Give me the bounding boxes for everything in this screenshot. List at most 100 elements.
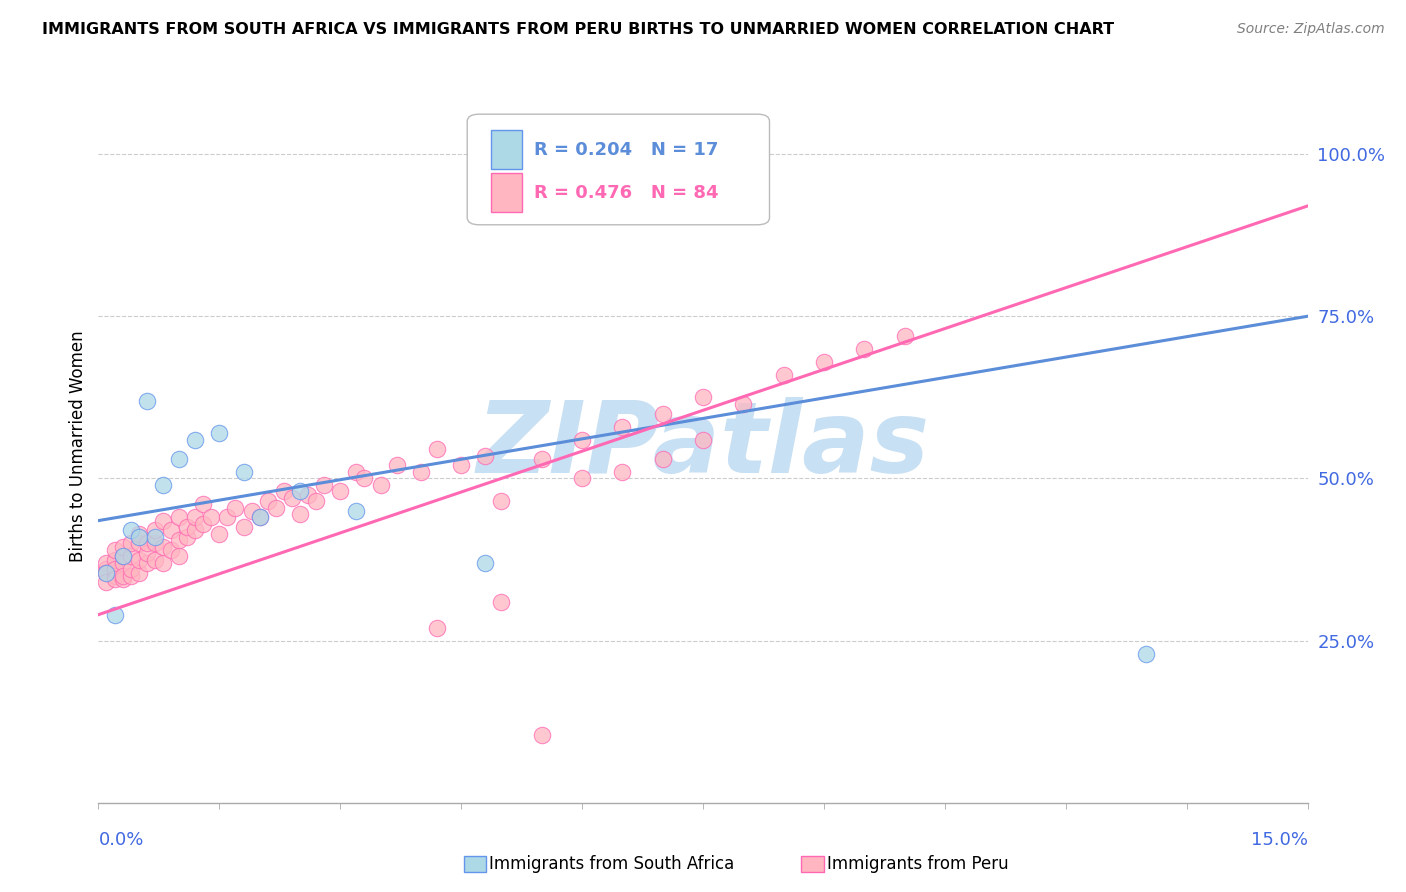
Point xyxy=(128,552,150,566)
Point xyxy=(176,520,198,534)
Point xyxy=(128,526,150,541)
Point xyxy=(288,484,311,499)
Point xyxy=(612,419,634,434)
Point xyxy=(167,510,190,524)
Point xyxy=(152,540,174,554)
Point xyxy=(128,530,150,544)
Point xyxy=(344,465,367,479)
Point xyxy=(474,449,496,463)
Point xyxy=(143,530,166,544)
Text: R = 0.476   N = 84: R = 0.476 N = 84 xyxy=(534,184,718,202)
Point xyxy=(135,546,157,560)
Point xyxy=(111,572,134,586)
Point xyxy=(143,524,166,538)
Point xyxy=(184,524,207,538)
Text: 15.0%: 15.0% xyxy=(1250,831,1308,849)
Point xyxy=(184,433,207,447)
Point xyxy=(329,484,352,499)
Point xyxy=(135,556,157,570)
Point xyxy=(288,507,311,521)
Point xyxy=(96,566,118,580)
Point xyxy=(208,526,231,541)
Point xyxy=(111,549,134,564)
Point xyxy=(103,552,125,566)
Point xyxy=(111,549,134,564)
Point xyxy=(200,510,222,524)
Point xyxy=(249,510,271,524)
FancyBboxPatch shape xyxy=(492,173,522,212)
Point xyxy=(651,452,673,467)
Point xyxy=(103,568,125,582)
Point xyxy=(224,500,246,515)
Point xyxy=(651,407,673,421)
Point xyxy=(813,354,835,368)
Point xyxy=(103,607,125,622)
Point xyxy=(160,542,183,557)
Point xyxy=(232,520,254,534)
Point xyxy=(167,549,190,564)
Point xyxy=(264,500,287,515)
Point xyxy=(370,478,392,492)
Text: Immigrants from South Africa: Immigrants from South Africa xyxy=(489,855,734,873)
Point xyxy=(193,516,215,531)
Point xyxy=(297,488,319,502)
Point xyxy=(96,562,118,576)
Point xyxy=(111,540,134,554)
Point xyxy=(733,397,755,411)
Point xyxy=(305,494,328,508)
Point xyxy=(103,542,125,557)
Text: Source: ZipAtlas.com: Source: ZipAtlas.com xyxy=(1237,22,1385,37)
Point xyxy=(193,497,215,511)
Point xyxy=(176,530,198,544)
Point xyxy=(96,566,118,580)
Point xyxy=(893,328,915,343)
Point xyxy=(450,458,472,473)
Text: Immigrants from Peru: Immigrants from Peru xyxy=(827,855,1008,873)
Point xyxy=(152,514,174,528)
Point xyxy=(128,566,150,580)
Point xyxy=(152,556,174,570)
Point xyxy=(103,572,125,586)
Point xyxy=(120,549,142,564)
Point xyxy=(571,433,593,447)
Point xyxy=(426,442,449,457)
Point xyxy=(120,536,142,550)
FancyBboxPatch shape xyxy=(492,130,522,169)
Point xyxy=(474,556,496,570)
Point xyxy=(256,494,278,508)
Text: R = 0.204   N = 17: R = 0.204 N = 17 xyxy=(534,141,718,159)
Point xyxy=(120,568,142,582)
Point xyxy=(143,536,166,550)
Point xyxy=(143,552,166,566)
Point xyxy=(208,425,231,440)
Point xyxy=(353,471,375,485)
Point xyxy=(491,595,513,609)
Point xyxy=(111,568,134,582)
Point xyxy=(314,478,336,492)
Point xyxy=(96,575,118,590)
Point xyxy=(426,621,449,635)
Point xyxy=(184,510,207,524)
Point xyxy=(344,504,367,518)
Point xyxy=(217,510,239,524)
Point xyxy=(692,390,714,404)
Text: IMMIGRANTS FROM SOUTH AFRICA VS IMMIGRANTS FROM PERU BIRTHS TO UNMARRIED WOMEN C: IMMIGRANTS FROM SOUTH AFRICA VS IMMIGRAN… xyxy=(42,22,1115,37)
Point xyxy=(853,342,876,356)
Text: ZIPatlas: ZIPatlas xyxy=(477,398,929,494)
Point xyxy=(612,465,634,479)
Point xyxy=(135,393,157,408)
Y-axis label: Births to Unmarried Women: Births to Unmarried Women xyxy=(69,330,87,562)
Point xyxy=(249,510,271,524)
Point xyxy=(273,484,295,499)
Point xyxy=(385,458,408,473)
Point xyxy=(120,524,142,538)
Point xyxy=(1135,647,1157,661)
Point xyxy=(135,536,157,550)
Point xyxy=(120,562,142,576)
Point xyxy=(128,536,150,550)
Point xyxy=(111,556,134,570)
Point xyxy=(167,533,190,547)
Point xyxy=(281,491,304,505)
Point xyxy=(491,494,513,508)
Point xyxy=(232,465,254,479)
